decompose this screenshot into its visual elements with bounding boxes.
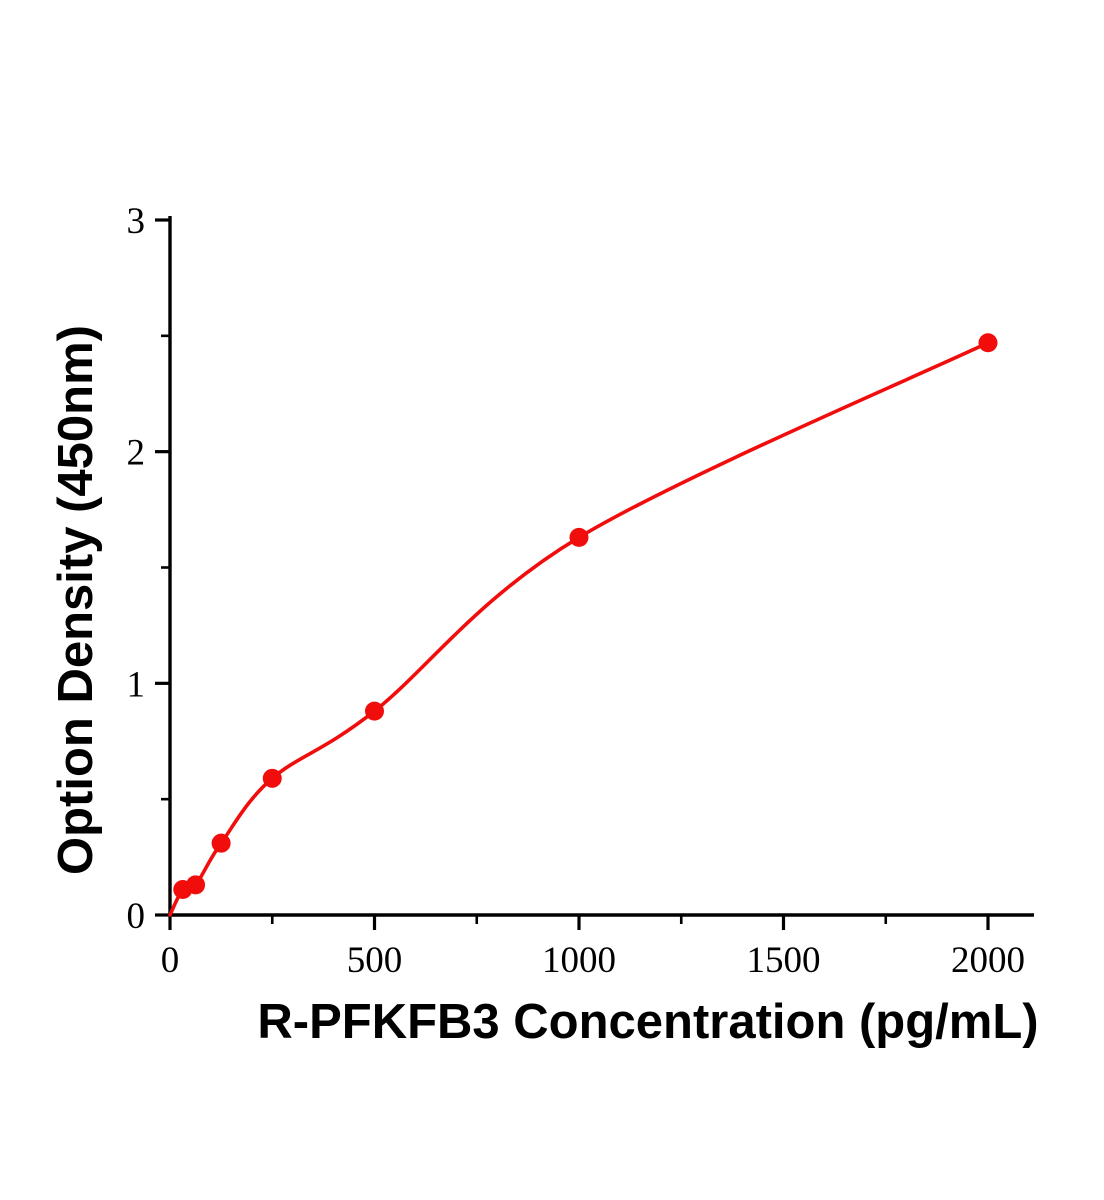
x-tick-label: 0: [161, 940, 180, 981]
y-tick-label: 2: [127, 433, 146, 474]
standard-curve-line: [168, 341, 990, 917]
data-point: [186, 875, 206, 895]
y-axis-title: Option Density (450nm): [49, 325, 103, 875]
x-tick-label: 500: [347, 940, 403, 981]
data-point: [978, 333, 998, 353]
plot-area: 0 500 1000 1500 2000 0 1 2 3: [127, 201, 1034, 981]
data-point: [262, 768, 282, 788]
y-tick-label: 0: [127, 896, 146, 937]
data-point: [211, 833, 231, 853]
data-point: [569, 527, 589, 547]
y-tick-label: 3: [127, 201, 146, 242]
x-axis-title: R-PFKFB3 Concentration (pg/mL): [257, 995, 1038, 1049]
y-tick-label: 1: [127, 664, 146, 705]
x-tick-label: 1500: [747, 940, 821, 981]
axes: [168, 216, 1034, 917]
x-tick-label: 1000: [542, 940, 616, 981]
data-point: [365, 701, 384, 721]
x-tick-label: 2000: [951, 940, 1025, 981]
